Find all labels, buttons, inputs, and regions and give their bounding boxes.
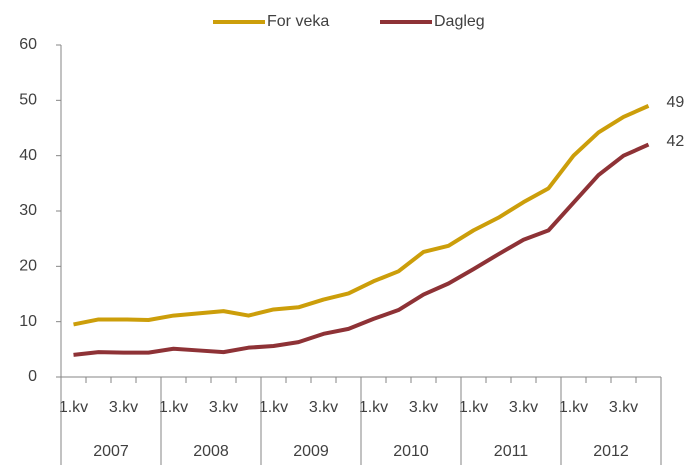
y-tick-label: 50: [19, 92, 37, 109]
x-tick-label: 1.kv: [559, 399, 588, 416]
y-tick-label: 30: [19, 202, 37, 219]
year-label: 2012: [593, 443, 629, 460]
x-tick-label: 3.kv: [209, 399, 238, 416]
legend-label: For veka: [267, 13, 329, 30]
year-label: 2007: [93, 443, 129, 460]
x-tick-label: 3.kv: [409, 399, 438, 416]
x-tick-label: 1.kv: [59, 399, 88, 416]
year-label: 2011: [494, 443, 529, 460]
y-tick-label: 10: [19, 313, 37, 330]
y-tick-label: 60: [19, 36, 37, 53]
legend-label: Dagleg: [434, 13, 485, 30]
x-tick-label: 3.kv: [509, 399, 538, 416]
year-label: 2008: [193, 443, 229, 460]
data-label: 42: [667, 133, 685, 150]
data-label: 49: [667, 94, 685, 111]
year-label: 2010: [393, 443, 429, 460]
y-tick-label: 40: [19, 147, 37, 164]
x-tick-label: 3.kv: [609, 399, 638, 416]
x-tick-label: 1.kv: [259, 399, 288, 416]
series-line: [73, 142, 650, 357]
x-tick-label: 1.kv: [359, 399, 388, 416]
x-tick-label: 1.kv: [159, 399, 188, 416]
series-line: [73, 104, 650, 327]
y-tick-label: 0: [28, 368, 37, 385]
x-tick-label: 3.kv: [109, 399, 138, 416]
y-tick-label: 20: [19, 258, 37, 275]
x-tick-label: 3.kv: [309, 399, 338, 416]
x-tick-label: 1.kv: [459, 399, 488, 416]
year-label: 2009: [293, 443, 329, 460]
